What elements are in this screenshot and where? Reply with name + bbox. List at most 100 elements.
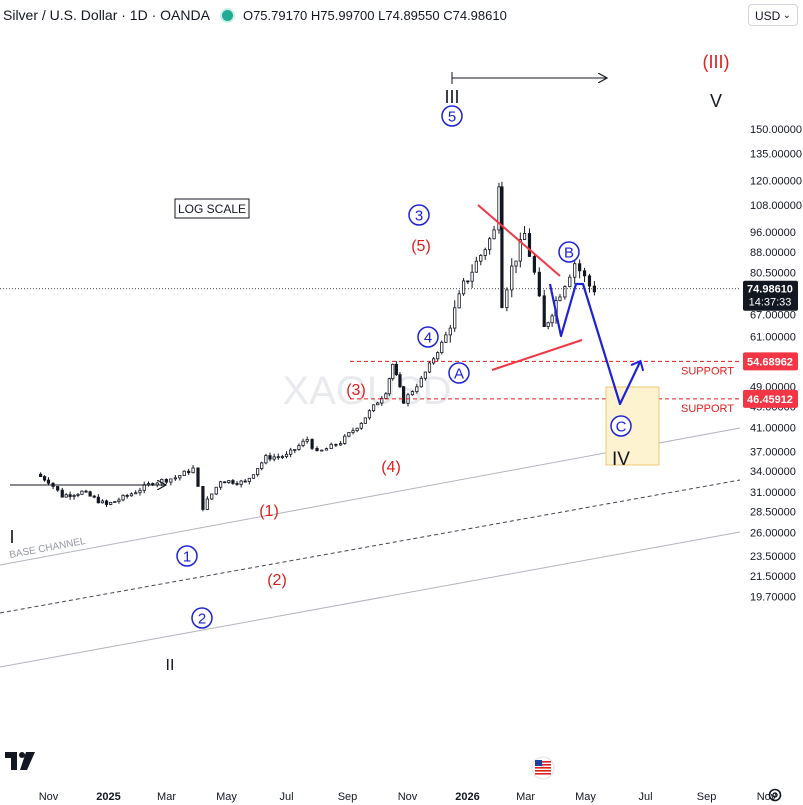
wave-circle-shape [191,607,213,629]
wave-label: (3) [346,382,366,399]
wave-label-circle: 3 [408,204,430,226]
candle-body [546,322,550,327]
candle-body [92,495,96,498]
candle-body [235,483,239,485]
candle-body [310,439,314,449]
candle-body [280,456,284,458]
candle-body [542,295,546,327]
wave-circle-shape [441,105,463,127]
candle-body [247,477,251,482]
open-value: 75.79170 [253,7,308,23]
candle-body [419,377,423,388]
candle-body [256,468,260,476]
candle-body [125,494,129,497]
x-tick-label: 2026 [455,791,479,803]
y-tick-label: 150.00000 [750,124,802,136]
candle-body [191,467,195,474]
candle-body [453,307,457,329]
support-tag-bg [743,389,798,408]
candle-body [582,270,587,277]
y-tick-label: 19.70000 [750,591,796,603]
candle-body [527,233,532,257]
candle-body [363,417,367,424]
y-tick-label: 41.00000 [750,423,796,435]
y-tick-label: 31.00000 [750,487,796,499]
support-price-tag: 54.68962 [743,352,798,371]
candle-body [173,477,177,480]
y-tick-label: 28.50000 [750,506,796,518]
chart-header: Silver / U.S. Dollar · 1D · OANDA O75.79… [0,0,740,30]
candle-body [334,443,338,446]
wave-label-circle: B [558,241,580,263]
base-channel-label: BASE CHANNEL [9,536,87,561]
candle-body [423,371,427,379]
currency-label: USD [755,9,781,23]
candle-body [231,480,235,484]
wave-circle-shape [558,241,580,263]
candle-body [448,327,452,336]
candle-body [301,440,305,446]
candle-body [60,489,64,498]
candle-body [138,489,142,494]
candle-body [518,239,522,262]
y-tick-label: 21.50000 [750,571,796,583]
candle-body [293,448,297,451]
candle-body [320,449,324,452]
wave-label-circle: C [610,415,632,437]
wave-label-circle: 2 [191,607,213,629]
candle-body [492,229,496,240]
symbol-title[interactable]: Silver / U.S. Dollar · 1D · OANDA [3,7,210,23]
candle-body [568,276,572,287]
candle-body [563,286,567,298]
candle-body [68,494,72,497]
candle-body [461,280,466,295]
candle-body [367,410,372,419]
candle-body [457,293,461,309]
wave-label: (1) [259,503,279,520]
candle-body [260,462,264,469]
candle-body [72,495,76,497]
gear-icon[interactable] [766,786,784,804]
log-scale-box: LOG SCALE [174,198,250,219]
candle-body [109,502,113,505]
wave-label: (5) [411,238,431,255]
flag-stripe [535,773,551,775]
y-tick-label: 34.00000 [750,466,796,478]
high-value: 75.99700 [320,7,375,23]
candle-body [537,271,541,297]
candle-body [573,263,577,278]
candle-body [380,397,384,404]
candle-body [219,481,223,488]
flag-stripe [535,770,551,772]
candle-body [214,486,218,495]
candle-body [243,480,247,483]
candle-body [196,467,200,487]
tradingview-logo-icon[interactable] [5,752,37,770]
candle-body [444,334,448,343]
candle-body [100,500,105,504]
candle-body [329,443,333,450]
candle-body [436,352,440,360]
x-tick-label: Mar [516,791,535,803]
currency-selector[interactable]: USD ⌄ [748,4,798,26]
candle-body [146,483,151,486]
candle-body [264,455,268,464]
candle-body [440,341,444,354]
wave-label: III [444,87,459,107]
candle-body [121,494,125,501]
candle-body [315,448,319,452]
log-scale-frame [174,198,250,219]
y-tick-label: 88.00000 [750,247,796,259]
wave-label: A [454,366,464,383]
ohlc-readout: O75.79170 H75.99700 L74.89550 C74.98610 [242,7,507,23]
candle-body [470,271,474,282]
candle-body [488,238,492,251]
candle-body [104,500,109,505]
candle-body [376,402,380,406]
candle-body [210,493,214,500]
wave-circle-shape [448,362,470,384]
candle-body [343,435,347,444]
